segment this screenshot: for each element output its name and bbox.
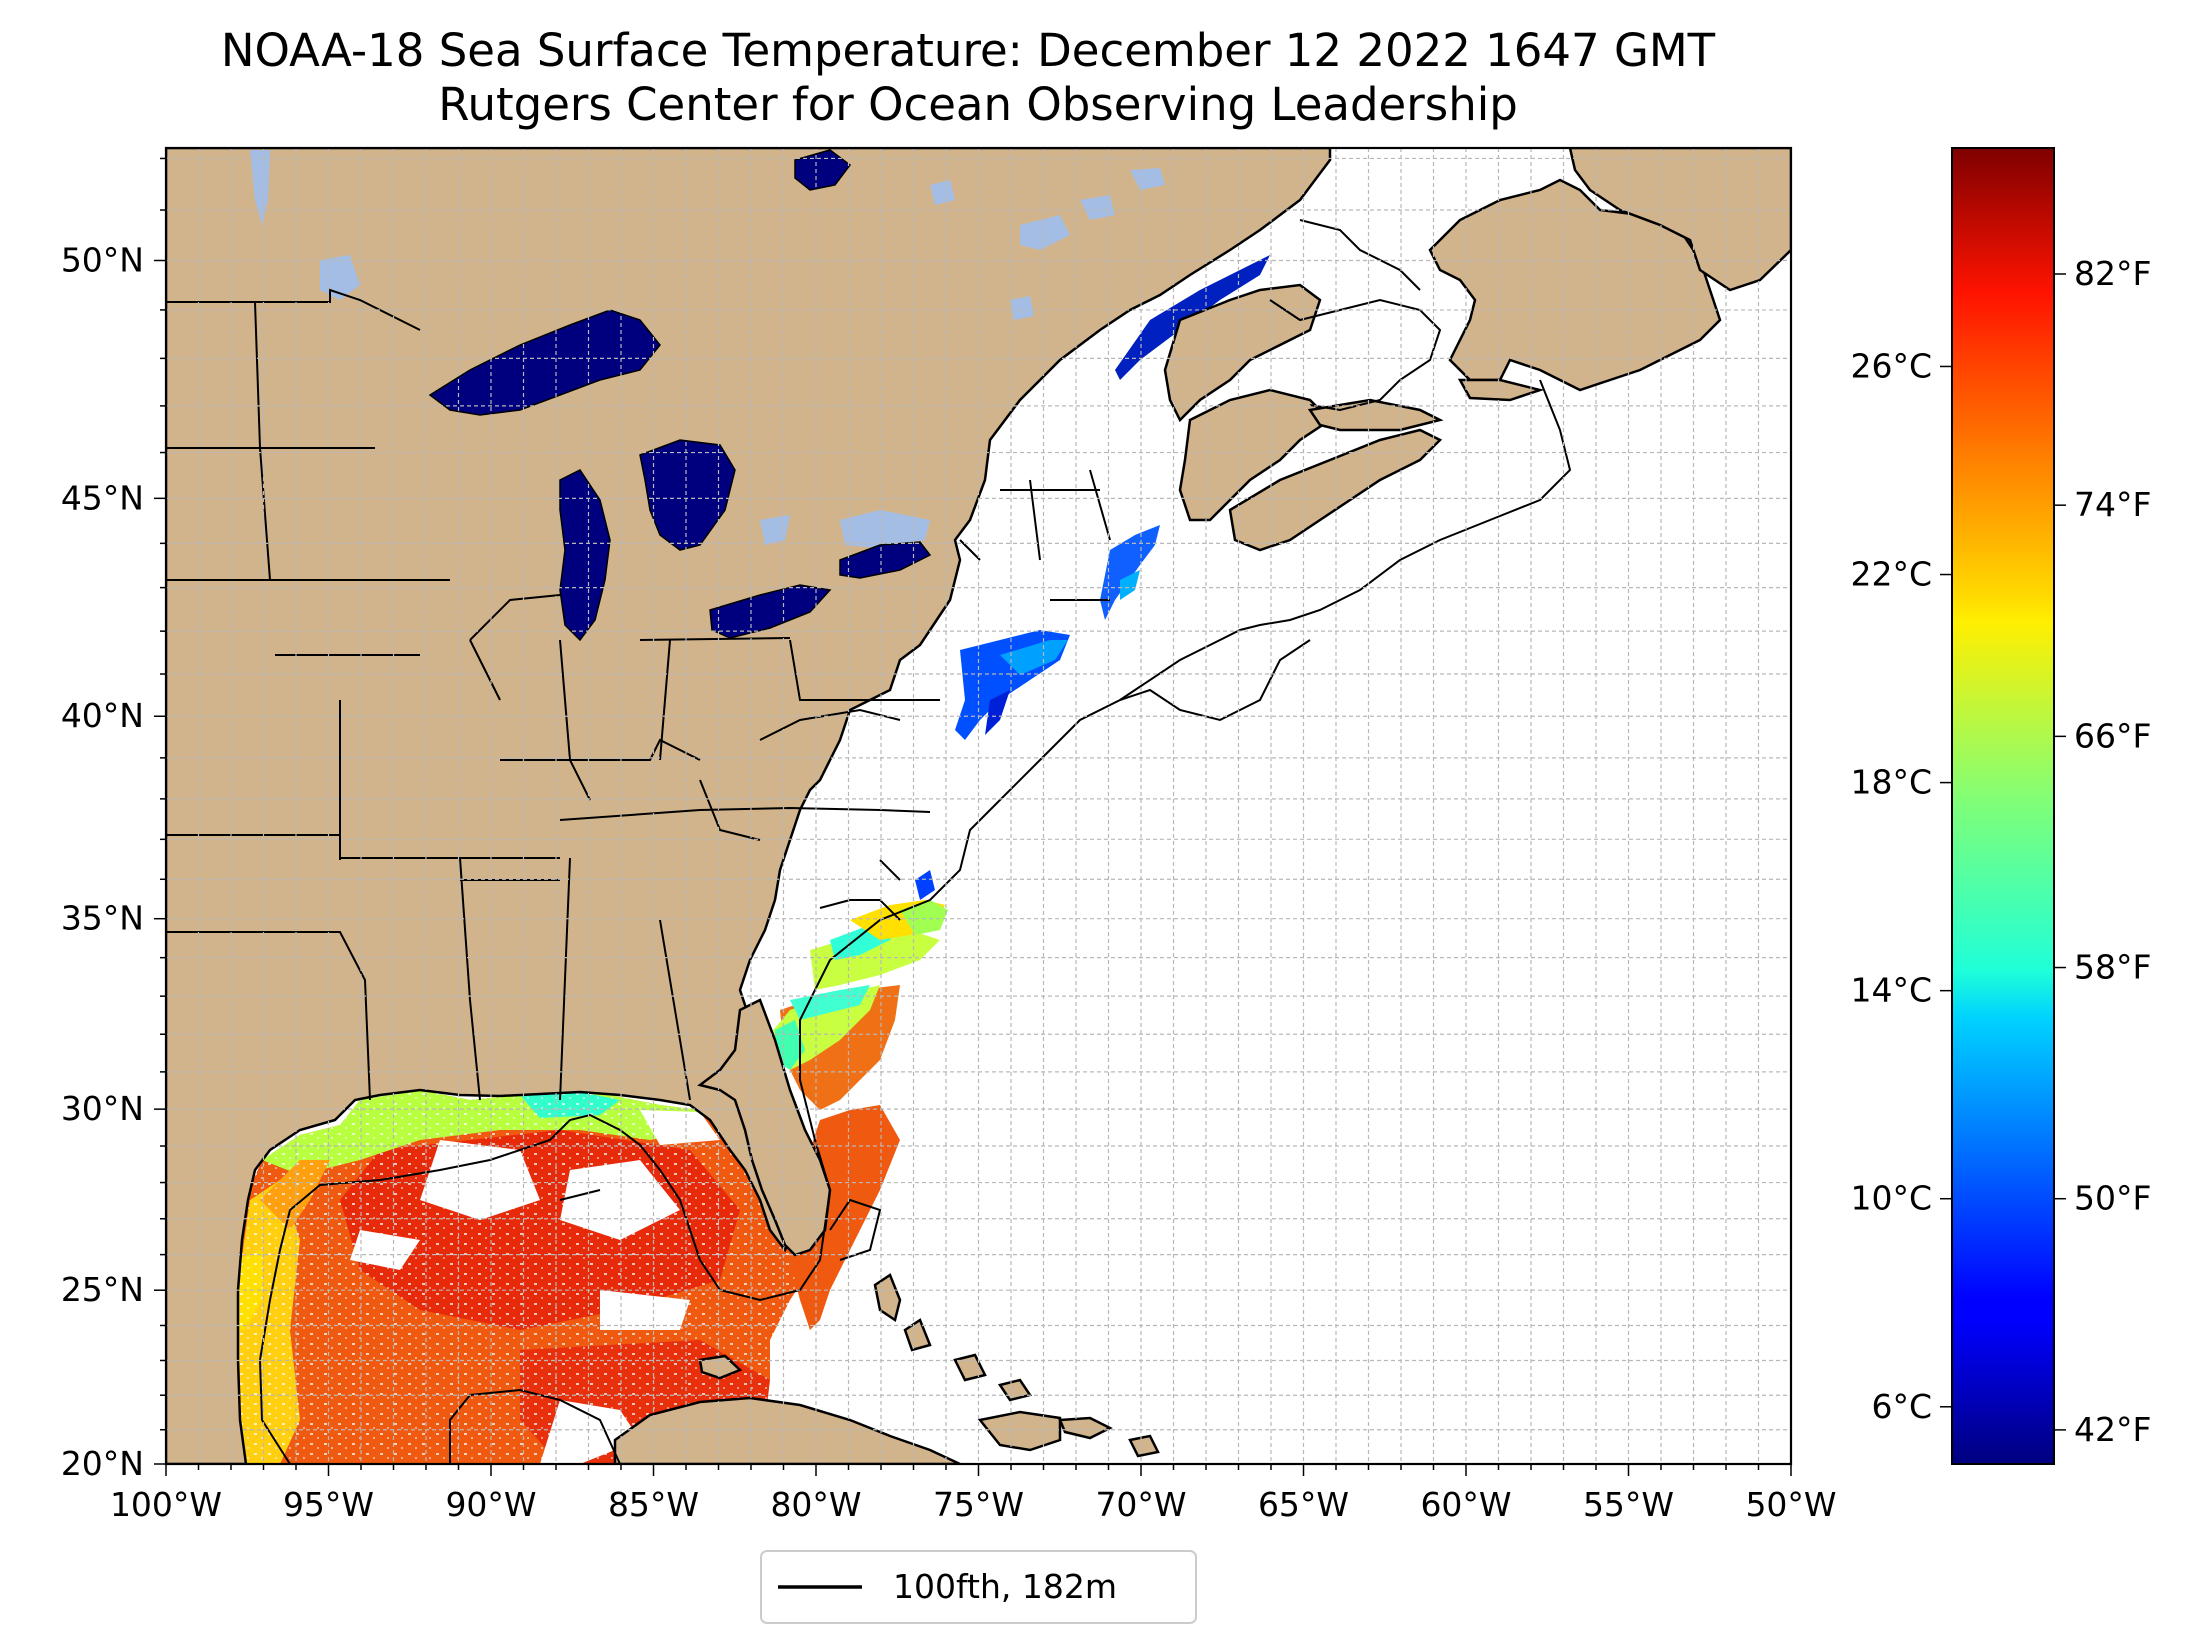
fahrenheit-tick-label: 74°F <box>2074 485 2151 524</box>
y-tick-label: 40°N <box>61 696 144 735</box>
land-masses <box>166 148 1791 1464</box>
y-tick-label: 30°N <box>61 1089 144 1128</box>
lake-michigan <box>559 469 611 642</box>
inland-water-no-data <box>250 150 1165 548</box>
celsius-tick-label: 6°C <box>1871 1387 1932 1426</box>
lake-ontario <box>839 541 932 579</box>
fahrenheit-tick-label: 42°F <box>2074 1410 2151 1449</box>
x-tick-label: 60°W <box>1420 1485 1511 1524</box>
x-tick-label: 85°W <box>608 1485 699 1524</box>
figure-subtitle: Rutgers Center for Ocean Observing Leade… <box>438 78 1518 131</box>
colorbar-gradient <box>1951 147 2055 1465</box>
y-tick-label: 25°N <box>61 1270 144 1309</box>
x-tick-label: 95°W <box>283 1485 374 1524</box>
x-tick-label: 75°W <box>933 1485 1024 1524</box>
isobath-100fth <box>258 219 1572 1464</box>
x-tick-label: 100°W <box>110 1485 222 1524</box>
celsius-tick-label: 18°C <box>1850 763 1932 802</box>
y-tick-label: 35°N <box>61 899 144 938</box>
x-tick-label: 70°W <box>1095 1485 1186 1524</box>
florida-peninsula <box>697 998 832 1257</box>
lake-of-the-woods <box>794 149 852 191</box>
y-tick-label: 45°N <box>61 478 144 517</box>
lat-lon-grid <box>166 148 1791 1465</box>
y-tick-label: 20°N <box>61 1444 144 1483</box>
x-tick-label: 80°W <box>770 1485 861 1524</box>
lake-superior <box>428 309 661 416</box>
x-tick-label: 65°W <box>1258 1485 1349 1524</box>
celsius-tick-label: 26°C <box>1850 346 1932 385</box>
celsius-tick-label: 22°C <box>1850 555 1932 594</box>
great-lakes <box>428 149 932 642</box>
lake-huron <box>639 439 736 551</box>
y-tick-label: 50°N <box>61 240 144 279</box>
fahrenheit-tick-label: 50°F <box>2074 1179 2151 1218</box>
legend-box <box>760 1550 1197 1624</box>
x-tick-label: 50°W <box>1745 1485 1836 1524</box>
fahrenheit-tick-label: 66°F <box>2074 716 2151 755</box>
x-tick-label: 55°W <box>1583 1485 1674 1524</box>
celsius-tick-label: 14°C <box>1850 971 1932 1010</box>
fahrenheit-tick-label: 58°F <box>2074 948 2151 987</box>
colorbar-ticks: 6°C 10°C 14°C 18°C 22°C 26°C 42°F 50°F 58°F 66°F 7… <box>1850 254 2151 1449</box>
colorbar: 6°C 10°C 14°C 18°C 22°C 26°C 42°F 50°F 58°F 66°F 7… <box>1850 147 2151 1465</box>
legend-label: 100fth, 182m <box>893 1567 1117 1606</box>
x-tick-label: 90°W <box>445 1485 536 1524</box>
celsius-tick-label: 10°C <box>1850 1179 1932 1218</box>
legend: 100fth, 182m <box>760 1550 1197 1624</box>
axis-ticks: 100°W 95°W 90°W 85°W 80°W 75°W 70°W 65°W 60°W 55°… <box>61 157 1837 1524</box>
figure-title: NOAA-18 Sea Surface Temperature: Decembe… <box>221 24 1716 77</box>
fahrenheit-tick-label: 82°F <box>2074 254 2151 293</box>
